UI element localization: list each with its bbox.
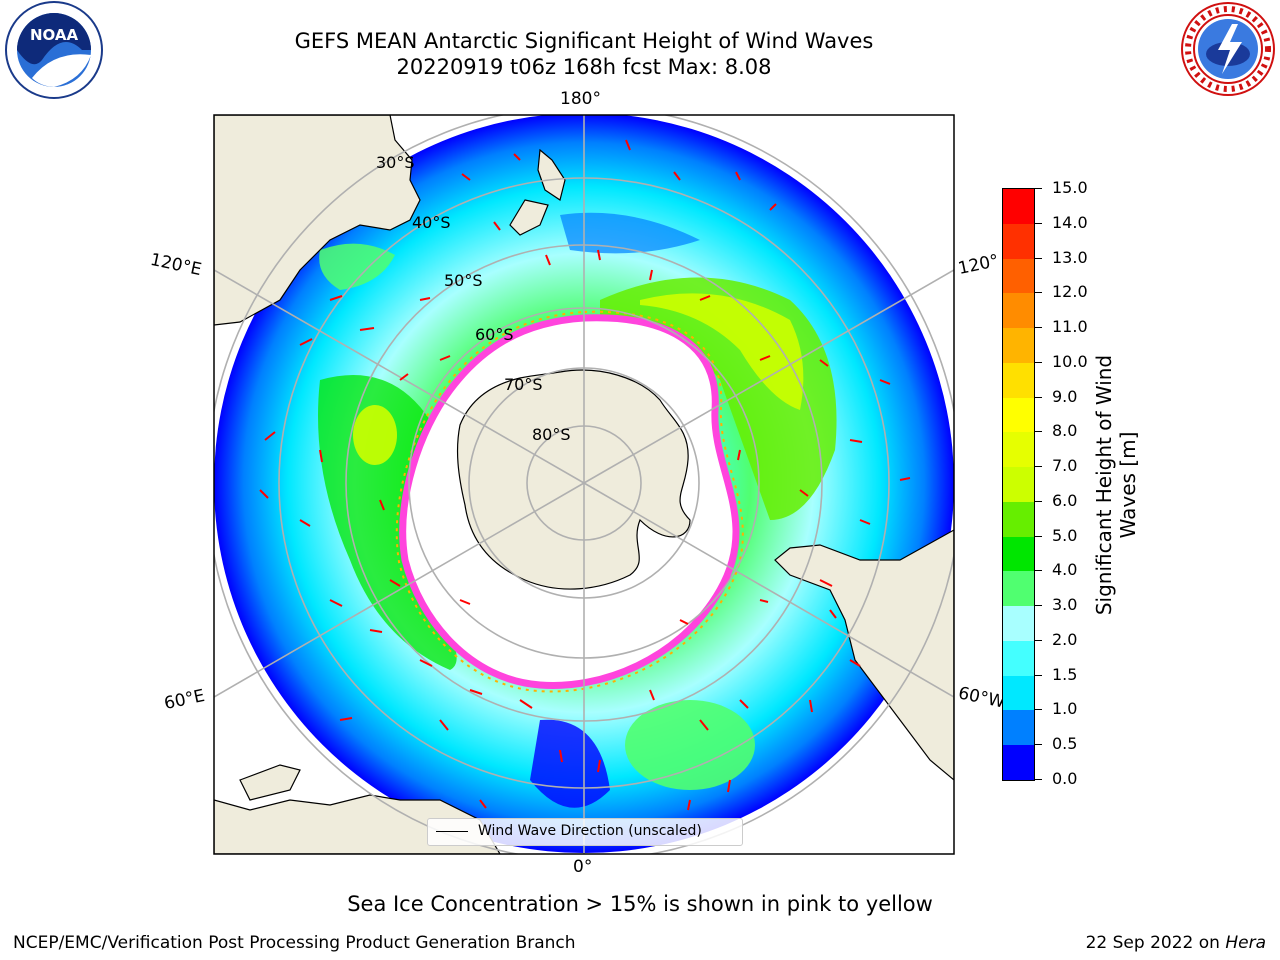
colorbar-tick-label: 5.0	[1052, 525, 1078, 545]
chart-title: GEFS MEAN Antarctic Significant Height o…	[294, 29, 874, 53]
colorbar-segment	[1003, 570, 1034, 607]
colorbar-tick-label: 4.0	[1052, 560, 1078, 580]
colorbar-segment	[1003, 223, 1034, 259]
colorbar-tick-label: 10.0	[1052, 351, 1088, 371]
footer-machine: Hera	[1225, 933, 1266, 953]
colorbar-tick-label: 2.0	[1052, 629, 1078, 649]
colorbar-tick-mark	[1034, 570, 1042, 572]
colorbar-tick-mark	[1034, 188, 1042, 189]
wave-south-patch	[625, 700, 755, 790]
colorbar-segment	[1003, 744, 1034, 780]
colorbar-segment	[1003, 710, 1034, 746]
colorbar-segment	[1003, 258, 1034, 294]
nws-logo-icon	[1181, 2, 1275, 96]
wind-wave-arrows	[259, 139, 911, 811]
wave-low-north	[560, 212, 700, 254]
lat-label-70: 70°S	[504, 375, 543, 394]
colorbar-segment	[1003, 397, 1034, 433]
lat-label-50: 50°S	[444, 271, 483, 290]
colorbar-tick-label: 1.0	[1052, 699, 1078, 719]
lat-label-80: 80°S	[532, 425, 571, 444]
colorbar-tick-mark	[1034, 257, 1042, 259]
colorbar-tick-label: 6.0	[1052, 490, 1078, 510]
colorbar-tick-mark	[1034, 222, 1042, 224]
colorbar-segment	[1003, 675, 1034, 711]
chart-subtitle: 20220919 t06z 168h fcst Max: 8.08	[396, 55, 772, 79]
graticule	[214, 115, 954, 854]
colorbar-segment	[1003, 605, 1034, 641]
footer-branch: NCEP/EMC/Verification Post Processing Pr…	[13, 933, 576, 953]
madagascar-land	[239, 764, 301, 801]
sea-ice-note: Sea Ice Concentration > 15% is shown in …	[347, 892, 933, 916]
lon-label-180: 180°	[560, 89, 601, 109]
lon-label-0: 0°	[573, 857, 593, 877]
footer-date-text: 22 Sep 2022 on	[1085, 933, 1226, 953]
colorbar-segment	[1003, 188, 1034, 224]
colorbar-tick-label: 14.0	[1052, 212, 1088, 232]
colorbar-tick-mark	[1034, 466, 1042, 468]
australia-land	[214, 115, 421, 326]
colorbar-tick-label: 1.5	[1052, 664, 1078, 684]
colorbar-tick-label: 9.0	[1052, 386, 1078, 406]
colorbar-segment	[1003, 501, 1034, 537]
colorbar-tick-label: 0.0	[1052, 769, 1078, 788]
lat-label-60: 60°S	[475, 325, 514, 344]
colorbar-segment	[1003, 466, 1034, 502]
colorbar	[1002, 188, 1035, 781]
colorbar-tick-label: 13.0	[1052, 247, 1088, 267]
footer-date: 22 Sep 2022 on Hera	[1086, 933, 1266, 953]
colorbar-tick-mark	[1034, 744, 1042, 746]
colorbar-segment	[1003, 362, 1034, 398]
colorbar-tick-label: 7.0	[1052, 456, 1078, 476]
colorbar-tick-mark	[1034, 327, 1042, 329]
colorbar-title: Significant Height of Wind Waves [m]	[1092, 354, 1140, 616]
colorbar-tick-label: 11.0	[1052, 317, 1088, 337]
new-zealand-land	[537, 148, 566, 201]
lat-label-30: 30°S	[376, 153, 415, 172]
colorbar-tick-mark	[1034, 639, 1042, 641]
south-america-land	[774, 529, 954, 781]
colorbar-tick-label: 15.0	[1052, 178, 1088, 197]
wave-north-patch	[319, 243, 395, 290]
sea-ice-edge-outer	[395, 310, 744, 693]
colorbar-tick-mark	[1034, 396, 1042, 398]
new-zealand-south-land	[509, 199, 549, 236]
noaa-logo-icon: NOAA	[5, 1, 103, 99]
colorbar-tick-label: 3.0	[1052, 595, 1078, 615]
wave-peak-west	[353, 405, 397, 465]
legend-label: Wind Wave Direction (unscaled)	[478, 823, 702, 839]
colorbar-tick-label: 8.0	[1052, 421, 1078, 441]
colorbar-tick-mark	[1034, 431, 1042, 433]
map-frame	[213, 114, 955, 855]
colorbar-segment	[1003, 536, 1034, 572]
colorbar-tick-mark	[1034, 292, 1042, 294]
colorbar-tick-label: 0.5	[1052, 734, 1078, 754]
map-legend: Wind Wave Direction (unscaled)	[427, 818, 743, 846]
colorbar-tick-mark	[1034, 535, 1042, 537]
colorbar-segment	[1003, 292, 1034, 329]
colorbar-tick-label: 12.0	[1052, 282, 1088, 302]
colorbar-tick-mark	[1034, 500, 1042, 502]
colorbar-segment	[1003, 640, 1034, 676]
colorbar-tick-mark	[1034, 779, 1042, 780]
svg-text:NOAA: NOAA	[30, 26, 79, 44]
colorbar-segment	[1003, 431, 1034, 468]
colorbar-tick-mark	[1034, 674, 1042, 676]
colorbar-tick-mark	[1034, 361, 1042, 363]
colorbar-tick-mark	[1034, 709, 1042, 711]
legend-line-icon	[436, 831, 468, 832]
lat-label-40: 40°S	[412, 213, 451, 232]
colorbar-segment	[1003, 327, 1034, 363]
colorbar-tick-mark	[1034, 605, 1042, 607]
lat-labels: 30°S 40°S 50°S 60°S 70°S 80°S	[376, 153, 571, 444]
